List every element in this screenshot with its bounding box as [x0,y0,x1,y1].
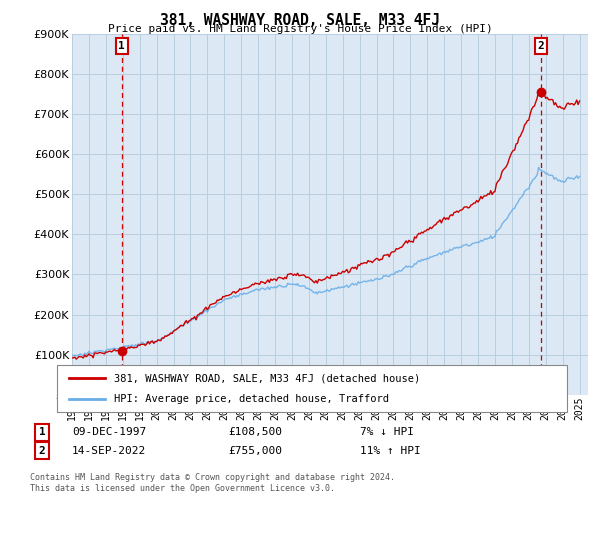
Text: 2: 2 [38,446,46,456]
Text: 14-SEP-2022: 14-SEP-2022 [72,446,146,456]
Text: 1: 1 [118,41,125,52]
Text: Contains HM Land Registry data © Crown copyright and database right 2024.
This d: Contains HM Land Registry data © Crown c… [30,473,395,493]
Text: 11% ↑ HPI: 11% ↑ HPI [360,446,421,456]
Text: Price paid vs. HM Land Registry's House Price Index (HPI): Price paid vs. HM Land Registry's House … [107,24,493,34]
Text: £755,000: £755,000 [228,446,282,456]
Text: HPI: Average price, detached house, Trafford: HPI: Average price, detached house, Traf… [114,394,389,404]
Text: 7% ↓ HPI: 7% ↓ HPI [360,427,414,437]
Text: 1: 1 [38,427,46,437]
Text: 381, WASHWAY ROAD, SALE, M33 4FJ (detached house): 381, WASHWAY ROAD, SALE, M33 4FJ (detach… [114,373,420,383]
Text: £108,500: £108,500 [228,427,282,437]
Text: 381, WASHWAY ROAD, SALE, M33 4FJ: 381, WASHWAY ROAD, SALE, M33 4FJ [160,13,440,28]
Text: 2: 2 [538,41,544,52]
Text: 09-DEC-1997: 09-DEC-1997 [72,427,146,437]
